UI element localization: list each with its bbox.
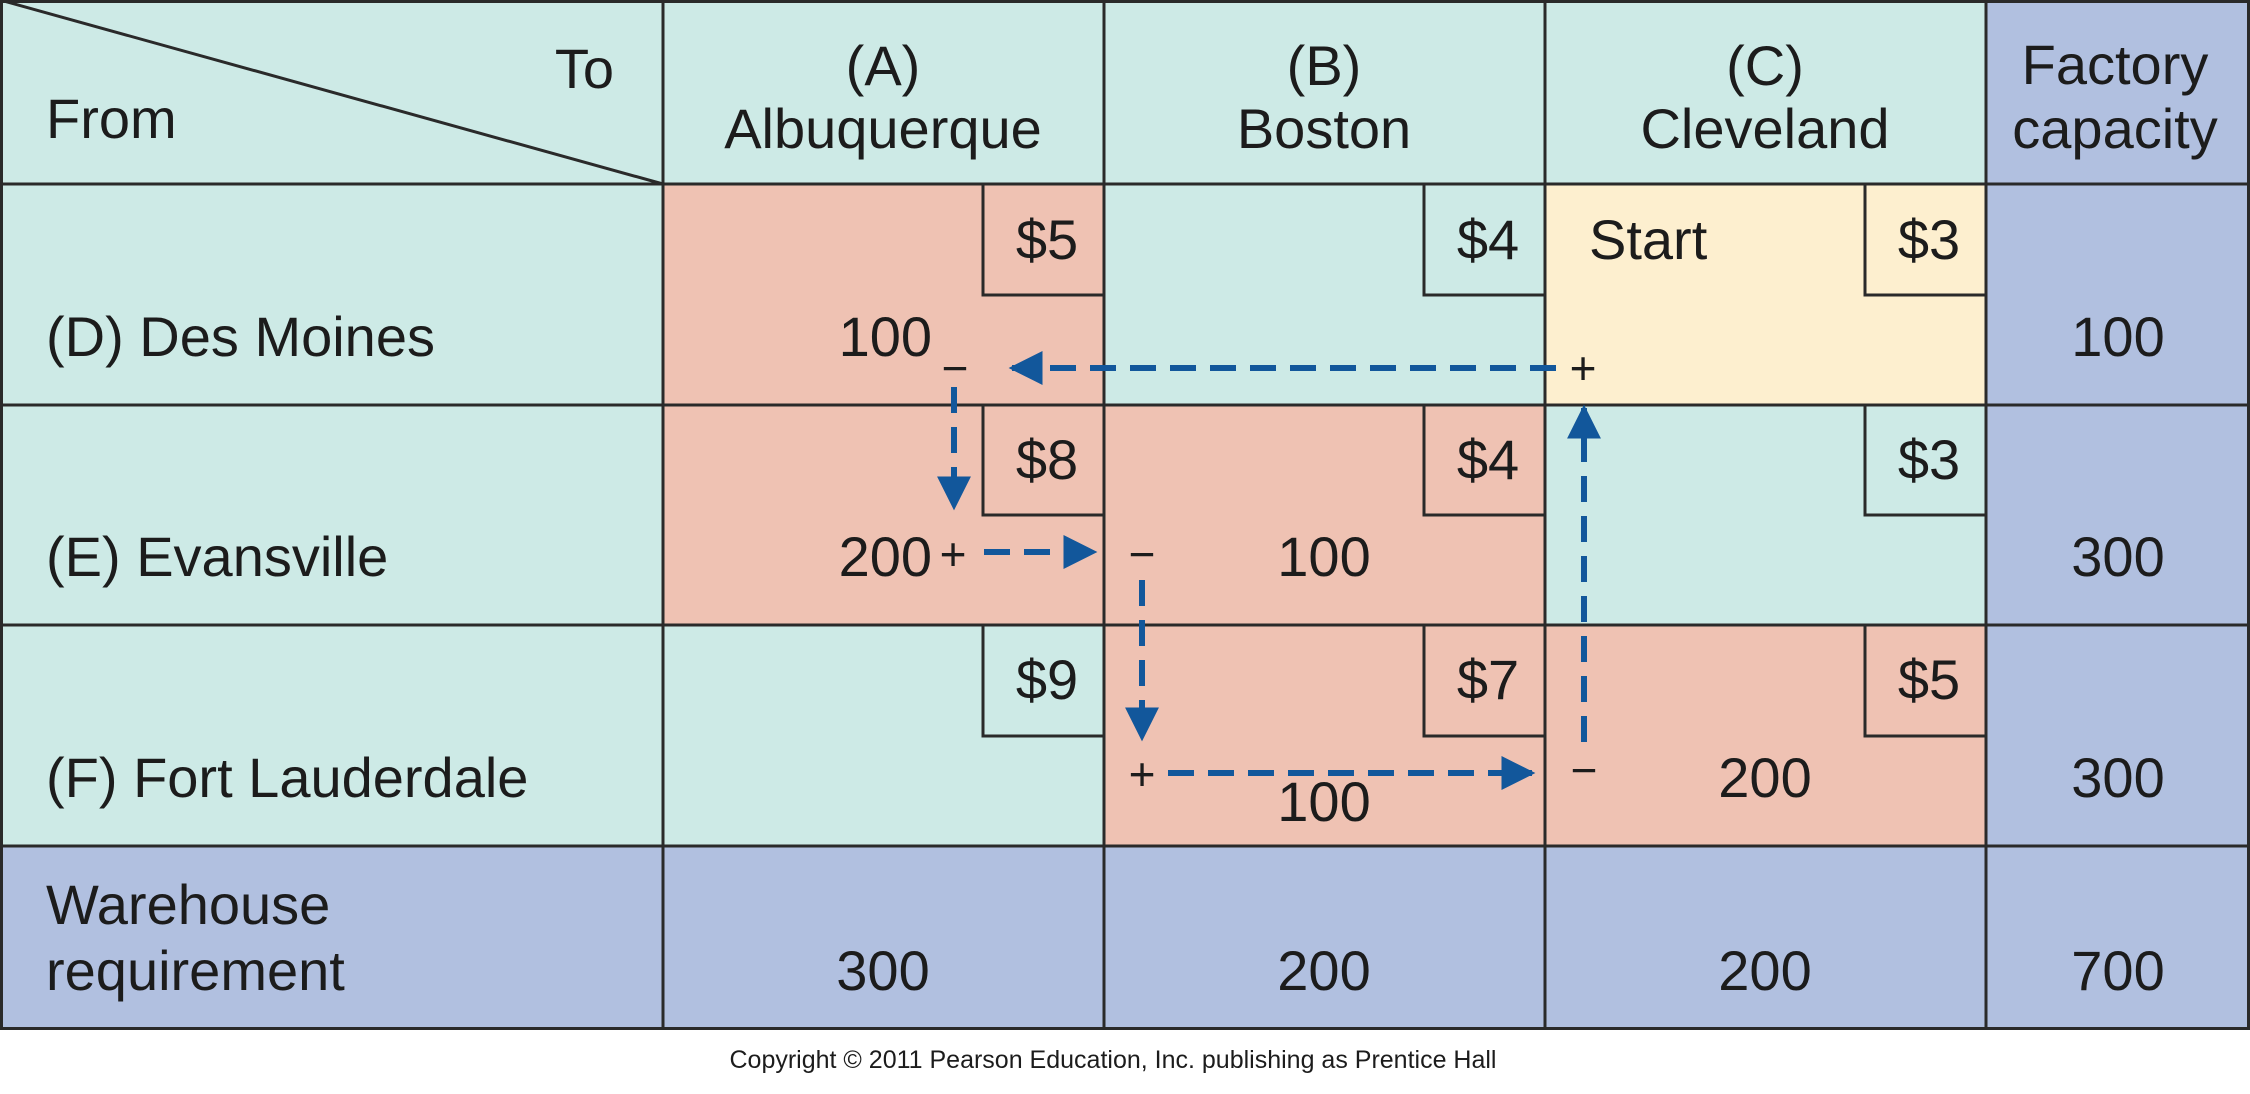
cell-f-c bbox=[1545, 623, 1988, 846]
corner-from-label: From bbox=[46, 87, 177, 150]
cell-e-b bbox=[1104, 403, 1547, 625]
requirement-label-line-1: Warehouse bbox=[46, 873, 330, 936]
cost-e-b: $4 bbox=[1457, 428, 1519, 491]
capacity-header-line-1: Factory bbox=[2022, 33, 2209, 96]
capacity-f: 300 bbox=[2071, 746, 2164, 809]
amount-f-b: 100 bbox=[1277, 770, 1370, 833]
corner-diagonal bbox=[0, 0, 664, 186]
capacity-cell-f bbox=[1986, 625, 2250, 846]
row-e-label-cell bbox=[0, 405, 663, 625]
sign-d-c: + bbox=[1570, 342, 1597, 394]
grid-lines bbox=[0, 0, 2250, 1030]
cell-d-c bbox=[1545, 182, 1988, 405]
start-label: Start bbox=[1589, 208, 1708, 271]
row-d-label: (D) Des Moines bbox=[46, 305, 435, 368]
header-col-a-cell bbox=[663, 0, 1104, 184]
header-col-c-cell bbox=[1545, 0, 1986, 184]
cost-e-c: $3 bbox=[1898, 428, 1960, 491]
col-c-code: (C) bbox=[1726, 34, 1804, 97]
col-a-name: Albuquerque bbox=[724, 97, 1042, 160]
sign-e-a: + bbox=[940, 528, 967, 580]
cost-f-c: $5 bbox=[1898, 648, 1960, 711]
requirement-a: 300 bbox=[836, 939, 929, 1002]
capacity-e: 300 bbox=[2071, 525, 2164, 588]
requirement-total: 700 bbox=[2071, 939, 2164, 1002]
col-a-code: (A) bbox=[846, 34, 921, 97]
col-b-code: (B) bbox=[1287, 34, 1362, 97]
col-b-name: Boston bbox=[1237, 97, 1411, 160]
corner-to-label: To bbox=[555, 37, 614, 100]
capacity-d: 100 bbox=[2071, 305, 2164, 368]
row-e-label: (E) Evansville bbox=[46, 525, 388, 588]
header-col-b-cell bbox=[1104, 0, 1545, 184]
cell-f-b bbox=[1104, 623, 1547, 846]
amount-e-b: 100 bbox=[1277, 525, 1370, 588]
requirement-row bbox=[0, 846, 2250, 1030]
capacity-cell-d bbox=[1986, 184, 2250, 405]
row-f-label-cell bbox=[0, 625, 663, 846]
stepping-stone-path bbox=[937, 351, 1601, 790]
row-f-label: (F) Fort Lauderdale bbox=[46, 746, 528, 809]
col-c-name: Cleveland bbox=[1640, 97, 1889, 160]
cell-e-a bbox=[663, 403, 1106, 625]
capacity-header-line-2: capacity bbox=[2012, 97, 2217, 160]
amount-d-a: 100 bbox=[839, 305, 932, 368]
row-d-label-cell bbox=[0, 184, 663, 405]
requirement-label-line-2: requirement bbox=[46, 939, 345, 1002]
cost-f-a: $9 bbox=[1016, 648, 1078, 711]
capacity-cell-e bbox=[1986, 405, 2250, 625]
cost-d-b: $4 bbox=[1457, 208, 1519, 271]
cost-d-a: $5 bbox=[1016, 208, 1078, 271]
amount-f-c: 200 bbox=[1718, 746, 1811, 809]
copyright-notice: Copyright © 2011 Pearson Education, Inc.… bbox=[729, 1046, 1496, 1074]
sign-f-c: − bbox=[1571, 744, 1598, 796]
sign-e-b: − bbox=[1129, 528, 1156, 580]
requirement-c: 200 bbox=[1718, 939, 1811, 1002]
cell-e-c bbox=[1545, 403, 1988, 625]
header-capacity-cell bbox=[1986, 0, 2250, 184]
cost-f-b: $7 bbox=[1457, 648, 1519, 711]
amount-e-a: 200 bbox=[839, 525, 932, 588]
sign-f-b: + bbox=[1129, 748, 1156, 800]
cost-e-a: $8 bbox=[1016, 428, 1078, 491]
cost-d-c: $3 bbox=[1898, 208, 1960, 271]
sign-d-a: − bbox=[942, 342, 969, 394]
requirement-b: 200 bbox=[1277, 939, 1370, 1002]
